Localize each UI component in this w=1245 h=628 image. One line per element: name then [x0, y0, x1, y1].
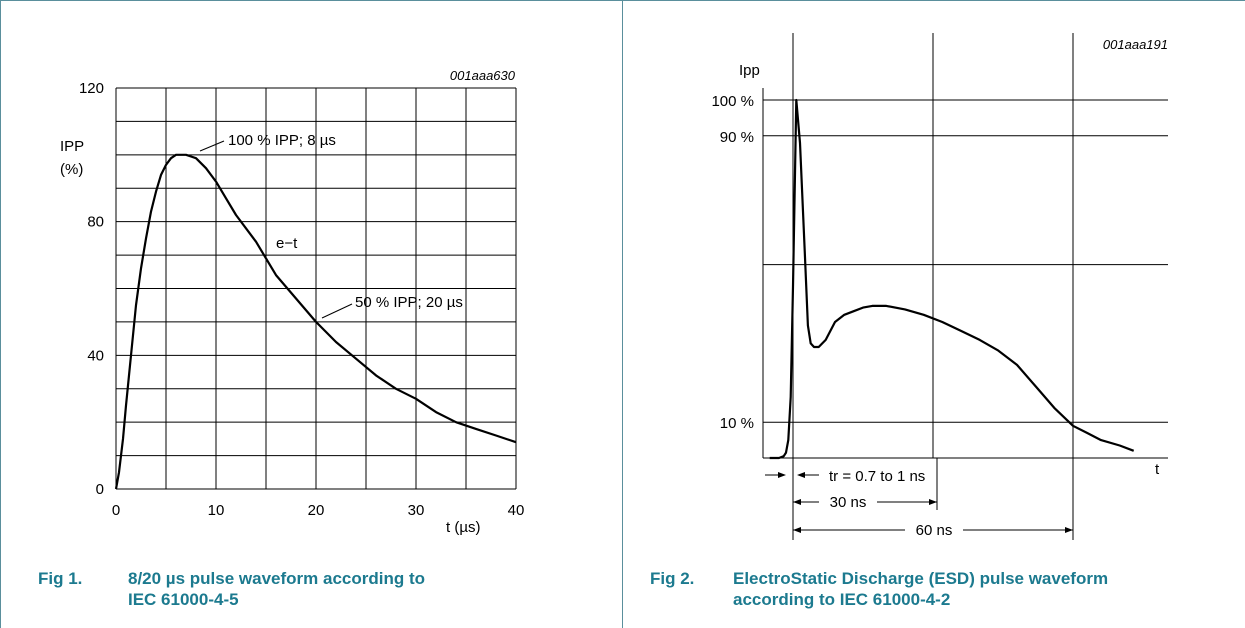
frame-left-border	[0, 0, 1, 628]
fig2-chart: 100 % 90 % 10 % 001aaa191 Ipp t tr = 0.7 t…	[711, 33, 1168, 540]
fig2-rise-time-label: tr = 0.7 to 1 ns	[829, 468, 925, 485]
fig1-chart: 0 10 20 30 40 0 40 80 120 001aaa630 IPP (%) t (µ…	[60, 68, 524, 536]
fig1-y-axis-label-line1: IPP	[60, 138, 84, 155]
fig1-y-axis-label-unit: (%)	[60, 161, 83, 178]
fig1-x-axis-label: t (µs)	[446, 519, 480, 536]
fig2-grid	[762, 33, 1168, 459]
fig2-caption-line2: according to IEC 61000-4-2	[733, 590, 951, 609]
fig1-annotation-leader-peak	[199, 140, 225, 152]
fig2-60ns-arrowhead-left	[793, 527, 801, 533]
fig2-30ns-label: 30 ns	[830, 494, 867, 511]
fig2-rise-arrowhead-right	[797, 472, 805, 478]
fig2-60ns-arrowhead-right	[1065, 527, 1073, 533]
fig2-caption: Fig 2. ElectroStatic Discharge (ESD) pul…	[650, 568, 1240, 612]
fig1-caption-line2: IEC 61000-4-5	[128, 590, 239, 609]
fig1-annotation-half: 50 % IPP; 20 µs	[355, 294, 463, 311]
fig1-y-tick-label: 120	[79, 80, 104, 97]
fig1-caption-number: Fig 1.	[38, 569, 83, 588]
fig2-rise-arrowhead-left	[778, 472, 786, 478]
fig2-y-tick-label: 90 %	[720, 129, 754, 146]
fig2-figure-id: 001aaa191	[1103, 37, 1168, 52]
fig1-x-tick-label: 0	[112, 502, 120, 519]
fig1-y-tick-label: 80	[87, 214, 104, 231]
fig2-30ns-arrowhead-left	[793, 499, 801, 505]
fig2-y-axis-label: Ipp	[739, 62, 760, 79]
fig1-annotation-leader-half	[321, 303, 353, 319]
fig2-caption-line1: ElectroStatic Discharge (ESD) pulse wave…	[733, 569, 1109, 588]
fig1-y-axis-label: IPP	[60, 138, 84, 155]
fig1-x-tick-label: 40	[508, 502, 525, 519]
fig1-figure-id: 001aaa630	[450, 68, 516, 83]
fig2-60ns-label: 60 ns	[916, 522, 953, 539]
fig2-tick-labels: 100 % 90 % 10 %	[711, 93, 754, 432]
fig1-annotation-exp: e−t	[276, 235, 298, 252]
fig2-y-tick-label: 100 %	[711, 93, 754, 110]
fig1-y-tick-label: 40	[87, 347, 104, 364]
fig1-series-line	[114, 153, 517, 490]
fig1-annotation-peak: 100 % IPP; 8 µs	[228, 132, 336, 149]
fig2-caption-number: Fig 2.	[650, 569, 695, 588]
fig1-tick-labels: 0 10 20 30 40 0 40 80 120	[79, 80, 524, 519]
fig1-x-tick-label: 10	[208, 502, 225, 519]
fig2-x-axis-label: t	[1155, 461, 1160, 478]
fig1-x-tick-label: 30	[408, 502, 425, 519]
fig1-x-tick-label: 20	[308, 502, 325, 519]
frame-divider	[622, 0, 623, 628]
fig2-30ns-arrowhead-right	[929, 499, 937, 505]
fig1-caption-line1: 8/20 µs pulse waveform according to	[128, 569, 426, 588]
fig1-y-tick-label: 0	[96, 481, 104, 498]
fig2-y-tick-label: 10 %	[720, 415, 754, 432]
fig2-series-line	[769, 98, 1135, 460]
fig1-caption: Fig 1. 8/20 µs pulse waveform according …	[38, 568, 598, 612]
fig1-grid	[115, 87, 517, 490]
